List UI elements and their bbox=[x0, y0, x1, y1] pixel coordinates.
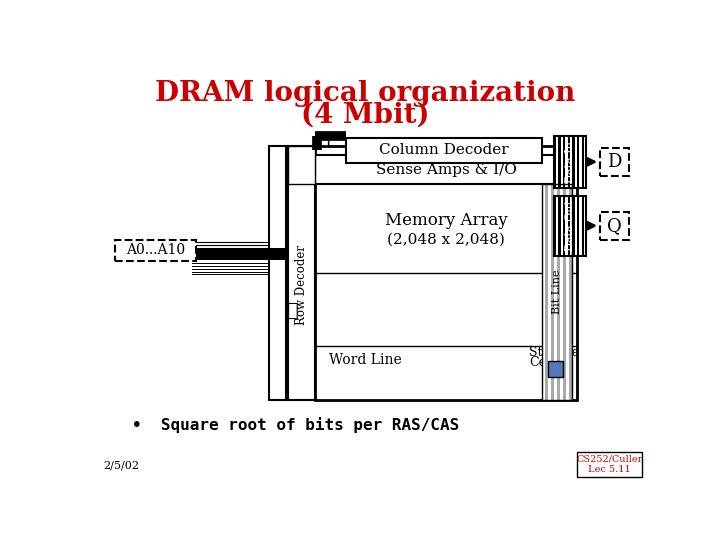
Bar bbox=[554, 136, 556, 188]
Text: (2,048 x 2,048): (2,048 x 2,048) bbox=[387, 233, 505, 247]
Bar bbox=[542, 184, 545, 400]
Bar bbox=[115, 240, 196, 261]
Text: Bit Line: Bit Line bbox=[552, 269, 562, 314]
Text: 2/5/02: 2/5/02 bbox=[104, 460, 140, 470]
Bar bbox=[559, 136, 561, 188]
Bar bbox=[575, 136, 577, 188]
Text: ...: ... bbox=[435, 150, 454, 168]
Text: Data Out: Data Out bbox=[565, 200, 575, 251]
Bar bbox=[565, 195, 567, 256]
Bar bbox=[570, 195, 572, 256]
Bar bbox=[556, 195, 559, 256]
Bar bbox=[577, 136, 579, 188]
Bar bbox=[551, 184, 554, 400]
Bar bbox=[567, 195, 570, 256]
Bar bbox=[584, 136, 586, 188]
Bar bbox=[584, 195, 586, 256]
Text: Q: Q bbox=[607, 217, 622, 235]
Bar bbox=[570, 136, 572, 188]
Bar bbox=[548, 361, 563, 377]
Bar bbox=[600, 212, 629, 240]
Bar bbox=[563, 184, 566, 400]
Bar bbox=[561, 136, 563, 188]
Bar bbox=[556, 136, 559, 188]
Bar bbox=[554, 195, 586, 256]
Text: Row Decoder: Row Decoder bbox=[295, 245, 308, 326]
Bar bbox=[315, 146, 577, 400]
Bar bbox=[579, 136, 582, 188]
Bar bbox=[559, 195, 561, 256]
Bar bbox=[566, 184, 569, 400]
Bar bbox=[567, 136, 570, 188]
Text: DRAM logical organization: DRAM logical organization bbox=[155, 80, 575, 107]
Text: (4 Mbit): (4 Mbit) bbox=[301, 102, 429, 129]
Text: Cell: Cell bbox=[529, 356, 554, 369]
Text: D: D bbox=[608, 153, 622, 171]
Bar bbox=[554, 195, 556, 256]
Bar bbox=[569, 184, 572, 400]
Bar bbox=[346, 138, 542, 163]
Text: Data In: Data In bbox=[565, 141, 575, 183]
Bar bbox=[577, 195, 579, 256]
Bar bbox=[560, 184, 563, 400]
Bar bbox=[572, 195, 575, 256]
Bar bbox=[577, 452, 642, 477]
Text: Storage: Storage bbox=[528, 346, 579, 359]
Bar bbox=[557, 184, 560, 400]
Text: Memory Array: Memory Array bbox=[384, 212, 508, 229]
Bar bbox=[269, 146, 286, 400]
Bar bbox=[563, 136, 565, 188]
Bar bbox=[288, 146, 315, 184]
Bar bbox=[572, 136, 575, 188]
Bar bbox=[554, 184, 557, 400]
Bar bbox=[575, 195, 577, 256]
Bar bbox=[582, 136, 584, 188]
Text: A0...A10: A0...A10 bbox=[126, 244, 185, 258]
Bar bbox=[582, 195, 584, 256]
Text: •  Square root of bits per RAS/CAS: • Square root of bits per RAS/CAS bbox=[132, 417, 459, 433]
Text: ⋮: ⋮ bbox=[287, 302, 298, 320]
Bar bbox=[563, 195, 565, 256]
Text: CS252/Culler
Lec 5.11: CS252/Culler Lec 5.11 bbox=[577, 455, 643, 474]
Bar bbox=[548, 184, 551, 400]
Bar bbox=[315, 155, 577, 184]
Bar bbox=[561, 195, 563, 256]
Bar bbox=[542, 184, 572, 400]
Bar bbox=[565, 136, 567, 188]
Text: Column Decoder: Column Decoder bbox=[379, 143, 509, 157]
Text: 11: 11 bbox=[315, 136, 334, 150]
Bar bbox=[600, 148, 629, 176]
Bar bbox=[196, 248, 288, 260]
Text: Word Line: Word Line bbox=[329, 353, 402, 367]
Bar bbox=[288, 146, 315, 400]
Bar bbox=[579, 195, 582, 256]
Bar bbox=[545, 184, 548, 400]
Text: Sense Amps & I/O: Sense Amps & I/O bbox=[376, 163, 516, 177]
Bar bbox=[554, 136, 586, 188]
